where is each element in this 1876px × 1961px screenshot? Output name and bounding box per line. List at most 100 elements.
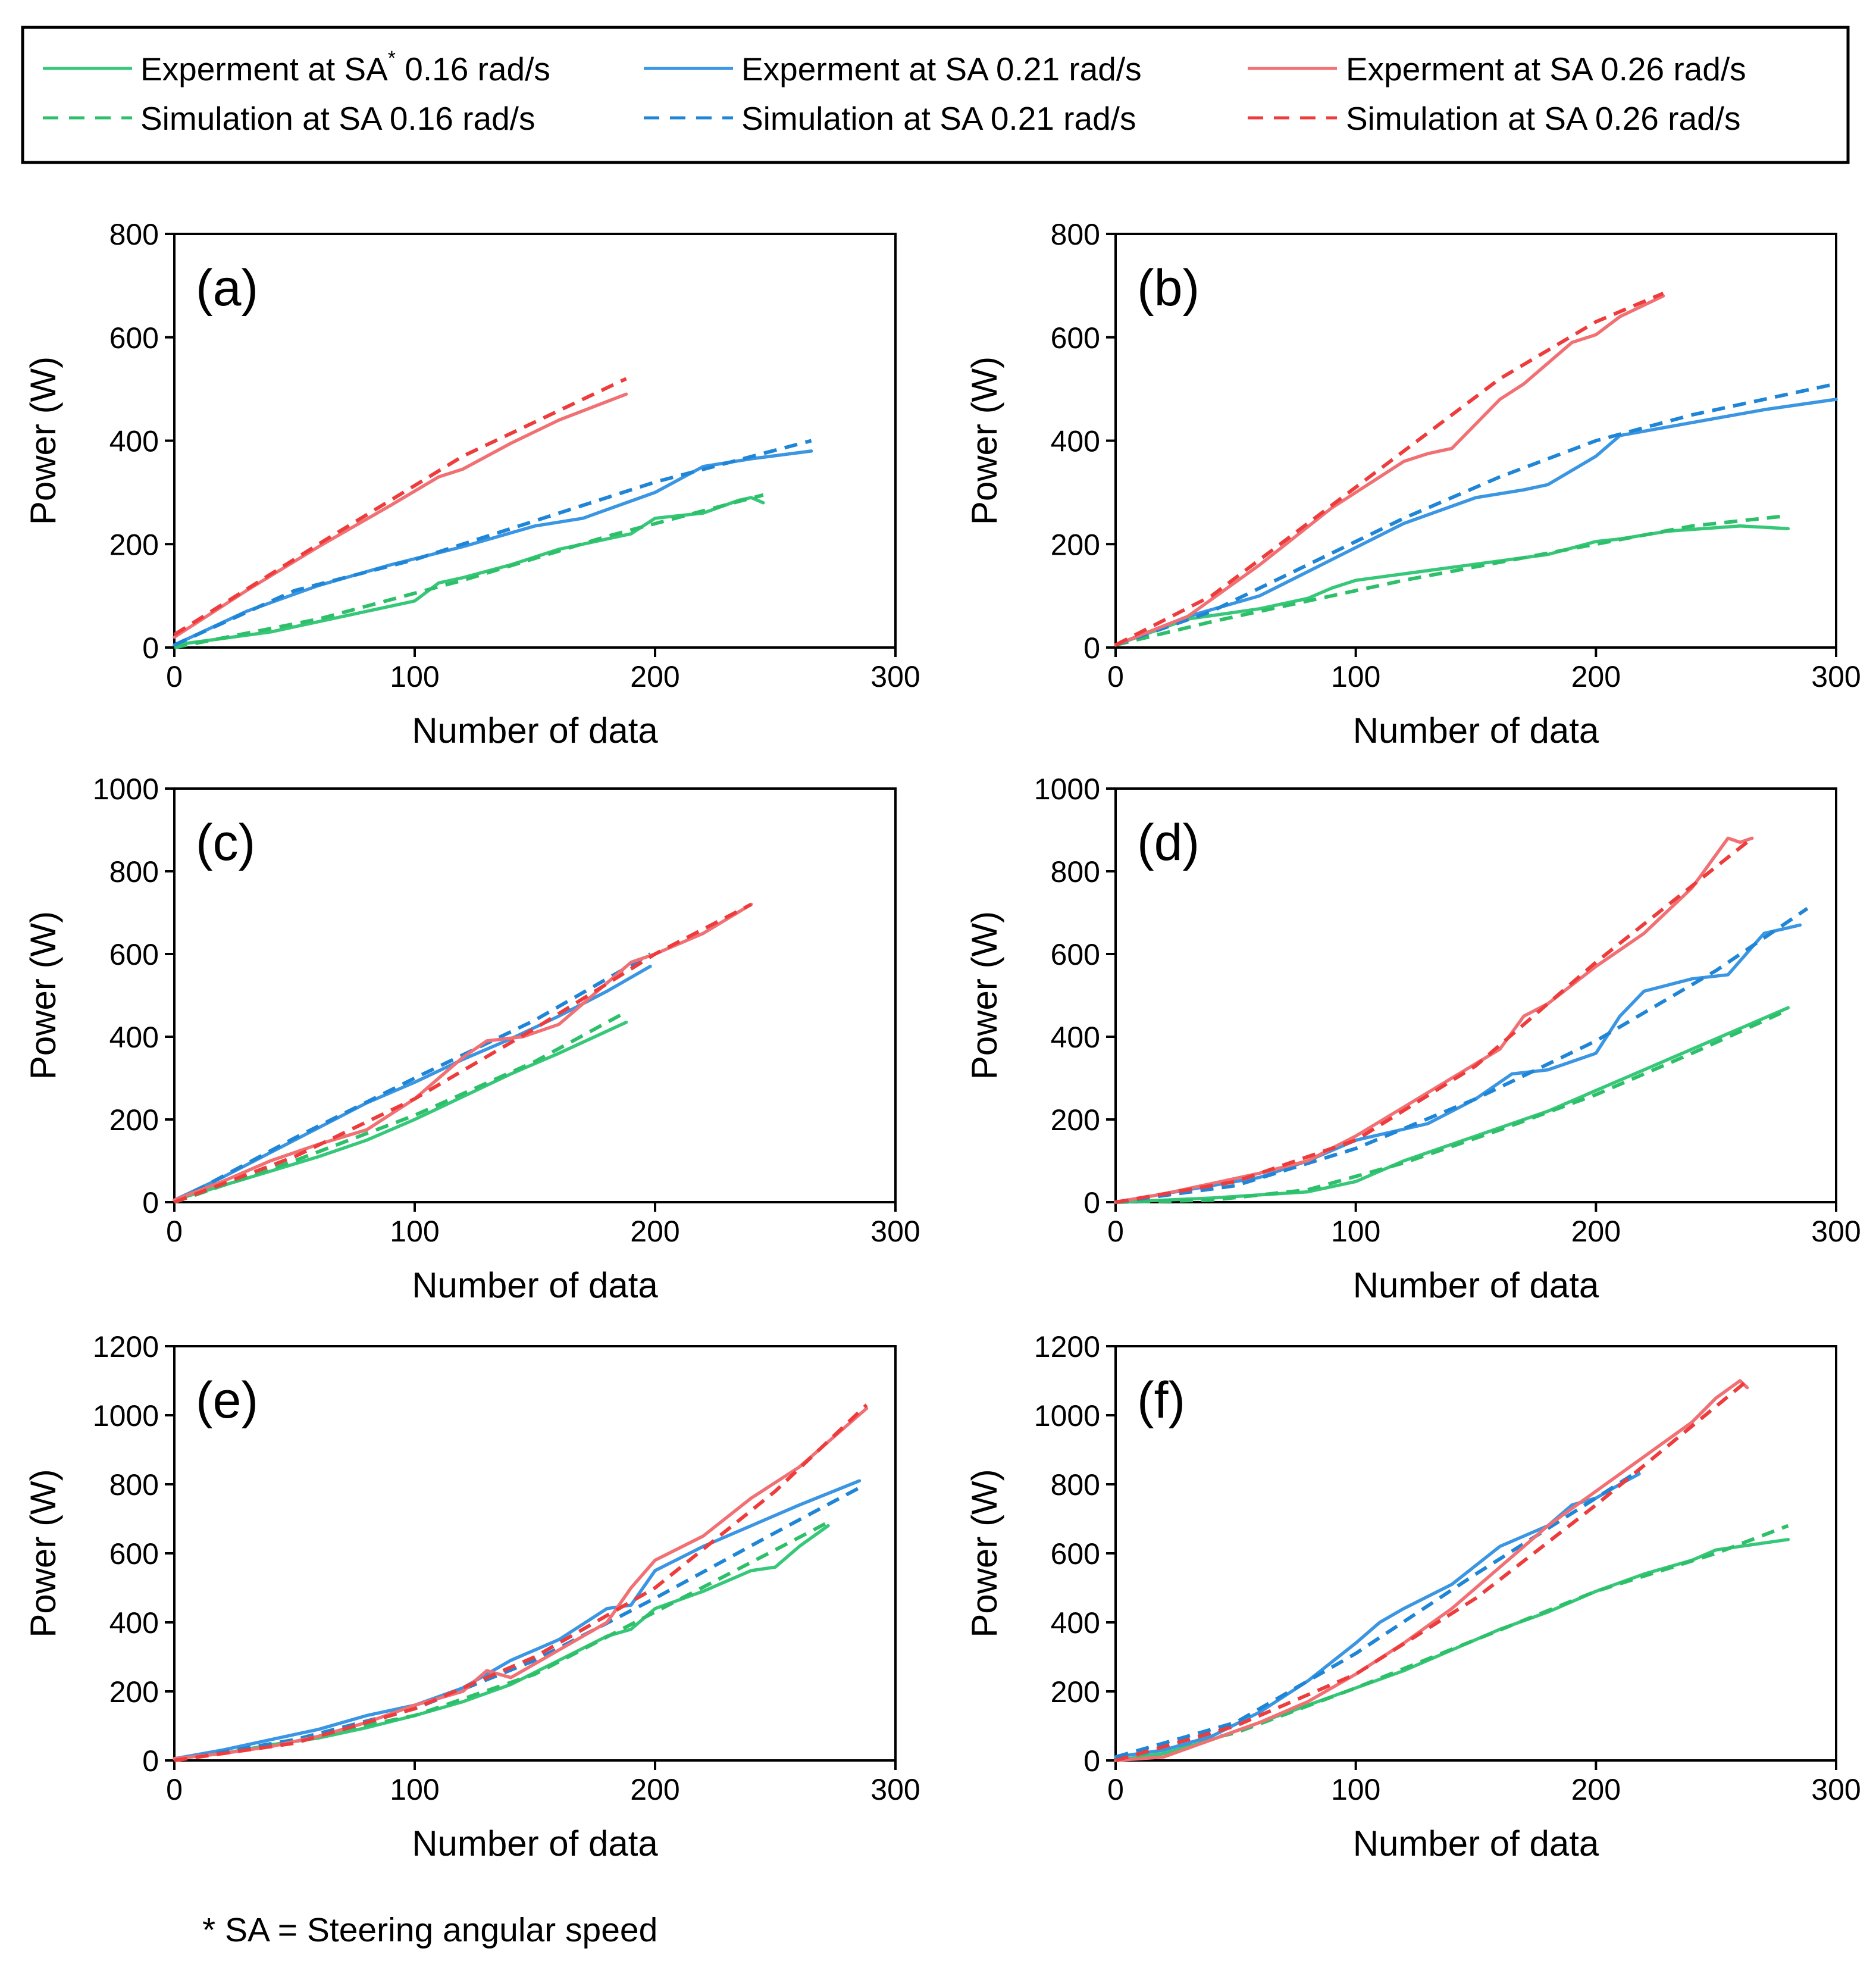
series-line-exp-red xyxy=(1114,294,1665,647)
series-line-sim-blue xyxy=(1115,1469,1640,1759)
series-line-sim-red xyxy=(173,902,752,1204)
x-tick-label: 0 xyxy=(166,660,183,693)
legend-label-sim-026: Simulation at SA 0.26 rad/s xyxy=(1346,100,1740,137)
series-line-exp-red xyxy=(173,1406,869,1760)
x-tick-label: 300 xyxy=(1811,660,1861,693)
series-line-exp-green xyxy=(1114,524,1790,647)
x-tick-label: 200 xyxy=(1571,660,1621,693)
y-tick-label: 1000 xyxy=(93,1399,159,1433)
x-tick-label: 0 xyxy=(166,1215,183,1248)
y-tick-label: 1200 xyxy=(1034,1330,1100,1363)
y-tick-label: 0 xyxy=(1083,1744,1100,1778)
y-tick-label: 0 xyxy=(1083,1186,1100,1219)
y-tick-label: 200 xyxy=(109,1675,159,1709)
x-tick-label: 200 xyxy=(630,660,679,693)
panels: 0 100 200 300 0 200 400 600 800 Number of data Pow… xyxy=(23,218,1861,1863)
x-tick-label: 300 xyxy=(1811,1773,1861,1806)
series-line-sim-blue xyxy=(173,439,812,647)
y-tick-label: 0 xyxy=(142,1186,159,1219)
x-tick-label: 0 xyxy=(166,1773,183,1806)
y-tick-label: 600 xyxy=(109,1537,159,1571)
panel-a: 0 100 200 300 0 200 400 600 800 Number of data Pow… xyxy=(23,218,920,750)
legend-label-exp-021: Experment at SA 0.21 rad/s xyxy=(741,51,1142,87)
legend-label-exp-016-sup: * xyxy=(388,47,396,70)
y-tick-label: 600 xyxy=(109,938,159,971)
y-tick-label: 400 xyxy=(1051,425,1100,458)
panel-f: 0 100 200 300 0 200 400 600 800 1000 1200 Number of… xyxy=(964,1330,1861,1863)
legend-label-sim-021: Simulation at SA 0.21 rad/s xyxy=(741,100,1136,137)
footnote: * SA = Steering angular speed xyxy=(202,1911,657,1949)
y-tick-label: 400 xyxy=(1051,1606,1100,1640)
x-tick-label: 200 xyxy=(1571,1773,1621,1806)
plot-frame-a xyxy=(173,233,897,649)
series-line-sim-blue xyxy=(173,952,652,1204)
y-axis-label: Power (W) xyxy=(964,1469,1004,1637)
x-tick-label: 200 xyxy=(630,1215,679,1248)
legend: Experment at SA* 0.16 rad/s Experment at… xyxy=(21,26,1850,164)
series-line-exp-red xyxy=(1114,836,1754,1204)
y-axis-label: Power (W) xyxy=(23,356,63,525)
x-axis-label: Number of data xyxy=(1353,1824,1599,1863)
y-tick-label: 800 xyxy=(1051,218,1100,251)
x-tick-label: 100 xyxy=(390,1215,439,1248)
series-line-exp-blue xyxy=(1114,398,1838,647)
y-tick-label: 200 xyxy=(1051,1103,1100,1137)
series-line-sim-green xyxy=(1115,514,1789,647)
y-tick-label: 1000 xyxy=(93,772,159,806)
x-tick-label: 100 xyxy=(1331,1215,1380,1248)
x-axis-label: Number of data xyxy=(412,1824,658,1863)
y-tick-label: 600 xyxy=(1051,938,1100,971)
series-line-sim-red xyxy=(173,377,627,636)
series-line-sim-blue xyxy=(174,1486,860,1762)
panel-d: 0 100 200 300 0 200 400 600 800 1000 Number of dat… xyxy=(964,772,1861,1305)
y-tick-label: 400 xyxy=(109,425,159,458)
panel-e: 0 100 200 300 0 200 400 600 800 1000 1200 Number of… xyxy=(23,1330,920,1863)
y-tick-label: 0 xyxy=(1083,631,1100,665)
series-line-sim-red xyxy=(174,1403,868,1762)
series-line-sim-green xyxy=(1115,1008,1789,1204)
panel-label-f: (f) xyxy=(1137,1372,1185,1429)
y-tick-label: 1200 xyxy=(93,1330,159,1363)
series-line-sim-green xyxy=(174,493,764,649)
y-axis-label: Power (W) xyxy=(23,911,63,1080)
y-tick-label: 600 xyxy=(109,321,159,355)
x-tick-label: 0 xyxy=(1107,1215,1124,1248)
y-tick-label: 0 xyxy=(142,1744,159,1778)
x-tick-label: 200 xyxy=(630,1773,679,1806)
x-tick-label: 0 xyxy=(1107,1773,1124,1806)
x-axis-label: Number of data xyxy=(412,1265,658,1305)
x-axis-label: Number of data xyxy=(1353,711,1599,750)
x-axis-label: Number of data xyxy=(412,711,658,750)
y-tick-label: 800 xyxy=(109,855,159,889)
series-line-exp-red xyxy=(173,902,753,1202)
panel-label-a: (a) xyxy=(196,259,258,317)
x-axis-label: Number of data xyxy=(1353,1265,1599,1305)
y-axis-label: Power (W) xyxy=(964,911,1004,1080)
series-line-sim-blue xyxy=(1115,907,1809,1204)
panel-label-c: (c) xyxy=(196,814,255,871)
y-axis-label: Power (W) xyxy=(964,356,1004,525)
legend-label-sim-016: Simulation at SA 0.16 rad/s xyxy=(140,100,535,137)
y-tick-label: 800 xyxy=(1051,1468,1100,1502)
x-tick-label: 100 xyxy=(390,1773,439,1806)
x-tick-label: 100 xyxy=(1331,660,1380,693)
y-tick-label: 600 xyxy=(1051,1537,1100,1571)
plot-frame-f xyxy=(1114,1345,1837,1762)
y-tick-label: 400 xyxy=(109,1021,159,1054)
series-line-exp-blue xyxy=(173,1479,862,1760)
y-axis-label: Power (W) xyxy=(23,1469,63,1637)
plot-frame-c xyxy=(173,787,897,1203)
series-line-sim-green xyxy=(174,1521,829,1762)
series-line-exp-red xyxy=(1114,1379,1749,1762)
y-tick-label: 400 xyxy=(109,1606,159,1640)
y-tick-label: 0 xyxy=(142,631,159,665)
series-line-exp-green xyxy=(1114,1006,1790,1204)
y-tick-label: 200 xyxy=(1051,1675,1100,1709)
series-line-exp-blue xyxy=(1114,923,1802,1204)
series-line-exp-green xyxy=(173,1524,830,1760)
y-tick-label: 800 xyxy=(109,1468,159,1502)
legend-label-exp-016-suffix: 0.16 rad/s xyxy=(396,51,550,87)
series-line-sim-red xyxy=(1115,1379,1749,1762)
y-tick-label: 800 xyxy=(1051,855,1100,889)
